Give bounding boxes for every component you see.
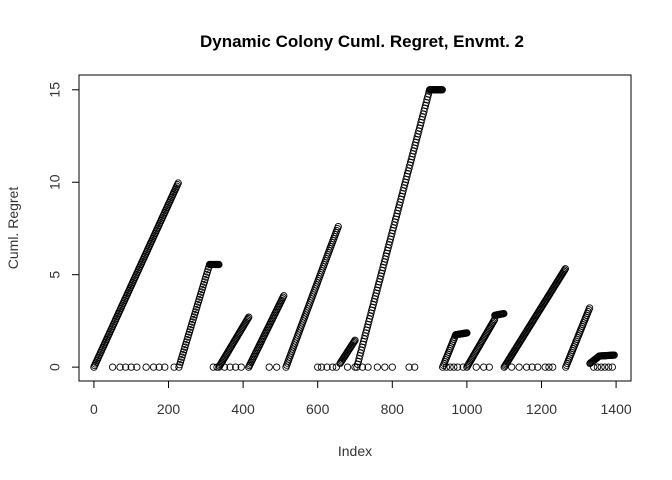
data-point [143, 364, 149, 370]
y-tick-label: 15 [47, 82, 63, 98]
plot-frame [79, 75, 631, 381]
data-point [266, 364, 272, 370]
x-tick-label: 1200 [526, 401, 557, 417]
x-axis-label: Index [338, 443, 372, 459]
y-tick-label: 5 [47, 271, 63, 279]
y-axis-label: Cuml. Regret [5, 187, 21, 270]
data-point [389, 364, 395, 370]
x-tick-label: 1000 [451, 401, 482, 417]
data-point [473, 364, 479, 370]
data-point [546, 364, 552, 370]
chart-title: Dynamic Colony Cuml. Regret, Envmt. 2 [200, 32, 524, 51]
data-point [598, 364, 604, 370]
data-point [382, 364, 388, 370]
x-tick-label: 400 [231, 401, 255, 417]
y-tick-label: 10 [47, 174, 63, 190]
data-point [333, 364, 339, 370]
x-tick-label: 200 [157, 401, 181, 417]
x-tick-label: 1400 [601, 401, 632, 417]
data-point [273, 364, 279, 370]
data-point [549, 364, 555, 370]
data-point [451, 364, 457, 370]
x-tick-label: 800 [381, 401, 405, 417]
x-tick-label: 0 [90, 401, 98, 417]
data-point [315, 364, 321, 370]
data-point [542, 364, 548, 370]
data-point [374, 364, 380, 370]
data-point [171, 364, 177, 370]
data-point [508, 364, 514, 370]
y-axis: 0 5 10 15 [47, 82, 79, 371]
data-point [516, 364, 522, 370]
data-point [344, 364, 350, 370]
x-axis: 0 200 400 600 800 1000 1200 1400 [90, 381, 632, 417]
y-tick-label: 0 [47, 363, 63, 371]
data-point [594, 364, 600, 370]
data-point [605, 364, 611, 370]
x-tick-label: 600 [306, 401, 330, 417]
data-points [91, 87, 618, 371]
data-point [609, 364, 615, 370]
data-point [602, 364, 608, 370]
data-point [447, 364, 453, 370]
data-point [109, 364, 115, 370]
